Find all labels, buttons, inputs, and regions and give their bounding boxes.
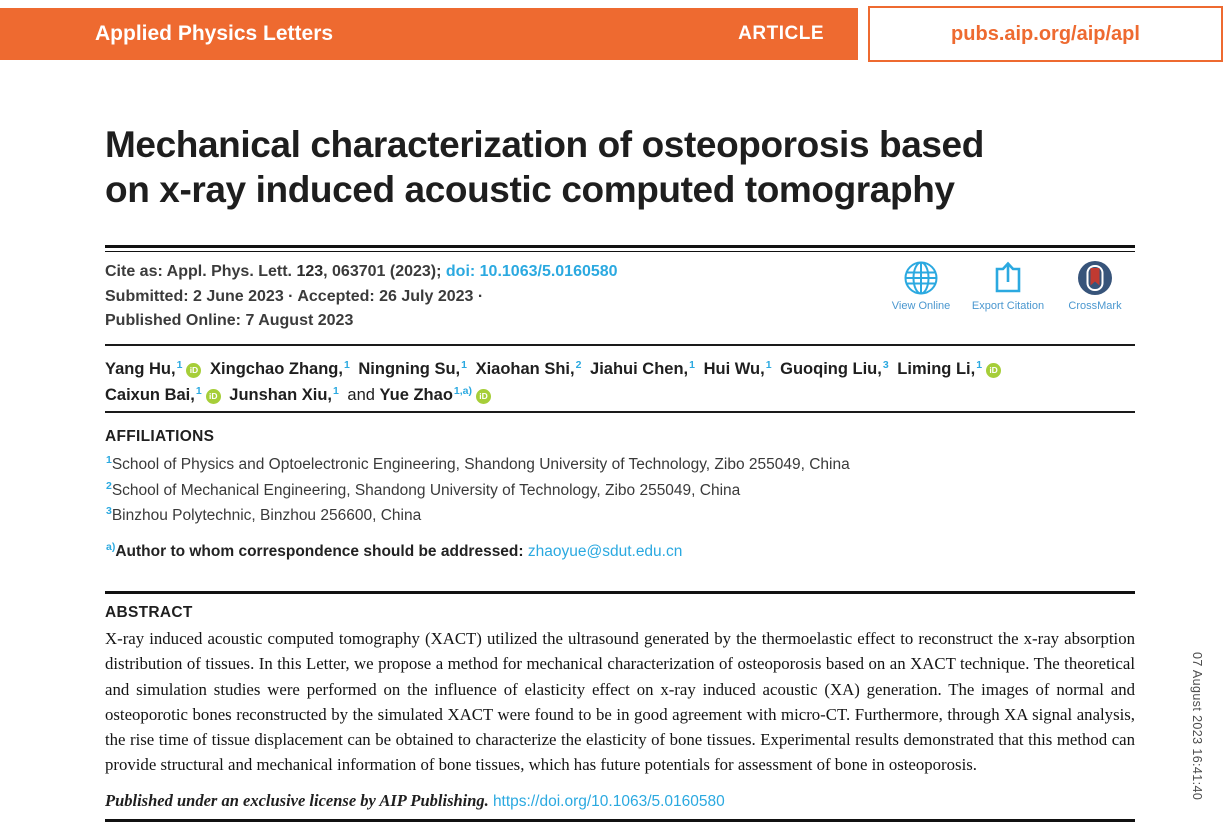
- orcid-icon[interactable]: iD: [205, 389, 221, 404]
- abstract-text: X-ray induced acoustic computed tomograp…: [105, 629, 1135, 775]
- affiliations-list: 1School of Physics and Optoelectronic En…: [105, 453, 850, 530]
- crossmark-icon: [1077, 260, 1113, 296]
- correspondence-email-link[interactable]: zhaoyue@sdut.edu.cn: [527, 543, 683, 560]
- and-connector: and: [347, 386, 380, 404]
- orcid-icon[interactable]: iD: [186, 363, 202, 378]
- published-online-line: Published Online: 7 August 2023: [105, 312, 354, 329]
- crossmark-label: CrossMark: [1068, 300, 1122, 312]
- article-type-badge: ARTICLE: [738, 23, 824, 44]
- doi-link[interactable]: doi: 10.1063/5.0160580: [445, 263, 618, 280]
- citation-line: Cite as: Appl. Phys. Lett. 123, 063701 (…: [105, 263, 618, 280]
- license-text: Published under an exclusive license by …: [105, 791, 493, 810]
- divider-double-rule: [105, 245, 1135, 252]
- license-line: Published under an exclusive license by …: [105, 791, 725, 811]
- journal-header-bar: Applied Physics Letters ARTICLE: [0, 8, 858, 60]
- affiliation-item: 3Binzhou Polytechnic, Binzhou 256600, Ch…: [106, 505, 422, 524]
- journal-name: Applied Physics Letters: [95, 22, 334, 45]
- title-line2: on x-ray induced acoustic computed tomog…: [105, 169, 955, 210]
- divider-above-authors: [105, 344, 1135, 346]
- abstract-heading: ABSTRACT: [105, 604, 193, 621]
- orcid-icon[interactable]: iD: [986, 363, 1002, 378]
- view-online-button[interactable]: View Online: [878, 260, 964, 312]
- globe-icon: [903, 260, 939, 296]
- author: Ningning Su,1: [358, 359, 467, 378]
- license-doi-link[interactable]: https://doi.org/10.1063/5.0160580: [492, 793, 725, 810]
- author: Xingchao Zhang,1: [210, 359, 350, 378]
- author-list: Yang Hu,1 iD Xingchao Zhang,1 Ningning Su…: [105, 357, 1145, 409]
- author: Yang Hu,1 iD: [105, 359, 202, 378]
- divider-bottom: [105, 819, 1135, 822]
- journal-url-box[interactable]: pubs.aip.org/aip/apl: [868, 6, 1223, 62]
- author: Jiahui Chen,1: [590, 359, 695, 378]
- submitted-accepted-line: Submitted: 2 June 2023 · Accepted: 26 Ju…: [105, 287, 484, 305]
- author: Junshan Xiu,1: [229, 385, 339, 404]
- author: Xiaohan Shi,2: [475, 359, 582, 378]
- title-line1: Mechanical characterization of osteoporo…: [105, 124, 984, 165]
- author: and Yue Zhao1,a) iD: [347, 385, 491, 404]
- view-online-label: View Online: [891, 300, 951, 312]
- correspondence-note: a)Author to whom correspondence should b…: [106, 541, 683, 560]
- download-timestamp: 07 August 2023 16:41:40: [1190, 652, 1204, 801]
- author: Hui Wu,1: [703, 359, 772, 378]
- export-citation-label: Export Citation: [971, 300, 1045, 312]
- orcid-icon[interactable]: iD: [476, 389, 491, 404]
- divider-below-authors: [105, 411, 1135, 413]
- citation-block: Cite as: Appl. Phys. Lett. 123, 063701 (…: [105, 260, 618, 334]
- author: Caixun Bai,1 iD: [105, 385, 221, 404]
- volume-number: 123: [296, 263, 324, 280]
- affiliations-heading: AFFILIATIONS: [105, 428, 215, 445]
- divider-above-abstract: [105, 591, 1135, 594]
- journal-url[interactable]: pubs.aip.org/aip/apl: [951, 22, 1140, 45]
- article-actions: View Online Export Citation CrossMark: [878, 260, 1138, 312]
- author: Guoqing Liu,3: [780, 359, 889, 378]
- page-title: Mechanical characterization of osteoporo…: [105, 122, 1150, 212]
- export-citation-button[interactable]: Export Citation: [965, 260, 1051, 312]
- export-icon: [991, 260, 1025, 296]
- author: Liming Li,1 iD: [897, 359, 1002, 378]
- affiliation-item: 1School of Physics and Optoelectronic En…: [106, 454, 850, 473]
- crossmark-button[interactable]: CrossMark: [1052, 260, 1138, 312]
- affiliation-item: 2School of Mechanical Engineering, Shand…: [106, 479, 741, 499]
